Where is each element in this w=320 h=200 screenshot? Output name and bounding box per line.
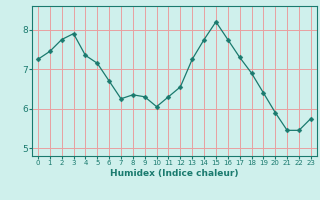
X-axis label: Humidex (Indice chaleur): Humidex (Indice chaleur) bbox=[110, 169, 239, 178]
